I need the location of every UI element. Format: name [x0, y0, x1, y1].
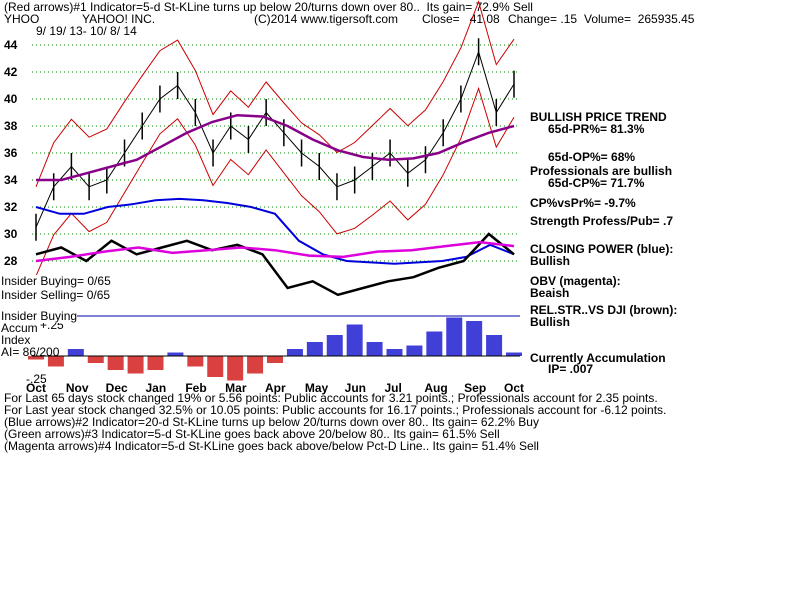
accum-bar: [466, 321, 483, 356]
month-label: Oct: [26, 381, 46, 395]
ip-value: IP= .007: [548, 362, 594, 376]
price-tick-label: 32: [4, 200, 18, 214]
month-label: Oct: [504, 381, 524, 395]
date-range: 9/ 19/ 13- 10/ 8/ 14: [36, 24, 137, 38]
price-tick-label: 34: [4, 173, 18, 187]
month-label: Apr: [265, 381, 286, 395]
month-label: Dec: [106, 381, 128, 395]
cpvspr-value: CP%vsPr%= -9.7%: [530, 196, 636, 210]
accum-bar: [28, 356, 44, 360]
relstr-label: REL.STR..VS DJI (brown):: [530, 303, 678, 317]
accum-bar: [346, 324, 363, 356]
month-label: Jun: [345, 381, 366, 395]
month-label: May: [305, 381, 329, 395]
accum-bar: [47, 356, 64, 367]
accum-bar: [366, 342, 383, 356]
footer-line-5: (Magenta arrows)#4 Indicator=5-d St-KLin…: [4, 439, 539, 453]
accum-bar: [486, 335, 503, 356]
accum-status-label: Currently Accumulation: [530, 351, 666, 365]
copyright-text: (C)2014 www.tigersoft.com: [254, 12, 399, 26]
close-value: Close= 41.08: [422, 12, 500, 26]
footer-line-3: (Blue arrows)#2 Indicator=20-d St-KLine …: [4, 415, 539, 429]
footer-line-1: For Last 65 days stock changed 19% or 5.…: [4, 391, 658, 405]
accum-bar: [506, 352, 522, 356]
accum-bar: [386, 349, 403, 356]
rel-strength-line: [35, 240, 515, 263]
price-tick-label: 44: [4, 38, 18, 52]
accum-bar: [326, 335, 343, 356]
accum-bar: [187, 356, 204, 367]
accum-label-1: Accum: [1, 321, 38, 335]
month-label: Aug: [424, 381, 447, 395]
strength-value: Strength Profess/Pub= .7: [530, 214, 674, 228]
ticker-symbol: YHOO: [4, 12, 40, 26]
accum-label-2: Index: [1, 333, 31, 347]
trend-label: BULLISH PRICE TREND: [530, 110, 667, 124]
price-tick-label: 42: [4, 65, 18, 79]
price-tick-label: 36: [4, 146, 18, 160]
insider-selling-ratio: Insider Selling= 0/65: [1, 288, 111, 302]
price-tick-label: 28: [4, 254, 18, 268]
month-label: Jul: [385, 381, 402, 395]
accum-bar: [67, 349, 84, 356]
price-tick-label: 30: [4, 227, 18, 241]
month-label: Jan: [146, 381, 167, 395]
closing-power-value: Bullish: [530, 254, 571, 268]
month-label: Nov: [66, 381, 89, 395]
accum-tick-minus: -.25: [26, 372, 47, 386]
moving-average-line: [36, 113, 515, 182]
accum-bar: [306, 342, 323, 356]
month-label: Feb: [185, 381, 206, 395]
accum-bar: [446, 317, 463, 356]
price-tick-label: 38: [4, 119, 18, 133]
obv-value: Beaish: [530, 286, 570, 300]
indicator-header-line: (Red arrows)#1 Indicator=5-d St-KLine tu…: [4, 0, 533, 14]
accum-bar: [247, 356, 264, 374]
month-label: Mar: [225, 381, 247, 395]
closing-power-label: CLOSING POWER (blue):: [530, 242, 674, 256]
relstr-value: Bullish: [530, 315, 571, 329]
accum-bar: [107, 356, 124, 370]
accum-bar: [426, 331, 443, 356]
op-value: 65d-OP%= 68%: [548, 150, 636, 164]
obv-label: OBV (magenta):: [530, 274, 621, 288]
insider-buying-label: Insider Buying: [1, 309, 78, 323]
footer-line-4: (Green arrows)#3 Indicator=5-d St-KLine …: [4, 427, 500, 441]
lower-band-line: [35, 86, 515, 277]
insider-buying-ratio: Insider Buying= 0/65: [1, 274, 111, 288]
footer-line-2: For Last year stock changed 32.5% or 10.…: [4, 403, 667, 417]
closing-power-line: [35, 197, 515, 265]
professionals-label: Professionals are bullish: [530, 164, 673, 178]
accum-bar: [167, 352, 184, 356]
cp-value: 65d-CP%= 71.7%: [548, 176, 645, 190]
accum-bar: [127, 356, 144, 374]
month-label: Sep: [464, 381, 486, 395]
accum-bar: [267, 356, 283, 363]
accum-bar: [286, 349, 303, 356]
accum-bar: [207, 356, 224, 377]
company-name: YAHOO! INC.: [82, 12, 156, 26]
ai-value: AI= 86/200: [1, 345, 60, 359]
obv-line: [35, 232, 515, 297]
accum-bar: [87, 356, 104, 363]
volume-value: Volume= 265935.45: [584, 12, 695, 26]
pr-value: 65d-PR%= 81.3%: [548, 122, 645, 136]
upper-band-line: [35, 0, 515, 187]
price-tick-label: 40: [4, 92, 18, 106]
change-value: Change= .15: [508, 12, 578, 26]
accum-bar: [227, 356, 244, 381]
price-line: [35, 50, 515, 228]
accum-bar: [406, 345, 423, 356]
accum-bar: [147, 356, 164, 370]
